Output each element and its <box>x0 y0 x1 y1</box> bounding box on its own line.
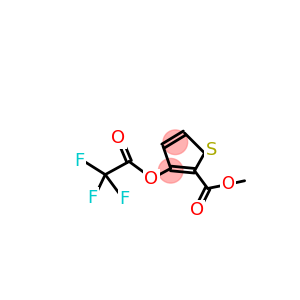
Circle shape <box>158 158 183 183</box>
Text: O: O <box>111 129 125 147</box>
Text: O: O <box>221 175 234 193</box>
Text: O: O <box>144 170 158 188</box>
Text: F: F <box>74 152 84 170</box>
Text: F: F <box>119 190 130 208</box>
Text: S: S <box>206 141 217 159</box>
Circle shape <box>163 130 188 154</box>
Text: O: O <box>190 201 204 219</box>
Text: F: F <box>87 189 97 207</box>
